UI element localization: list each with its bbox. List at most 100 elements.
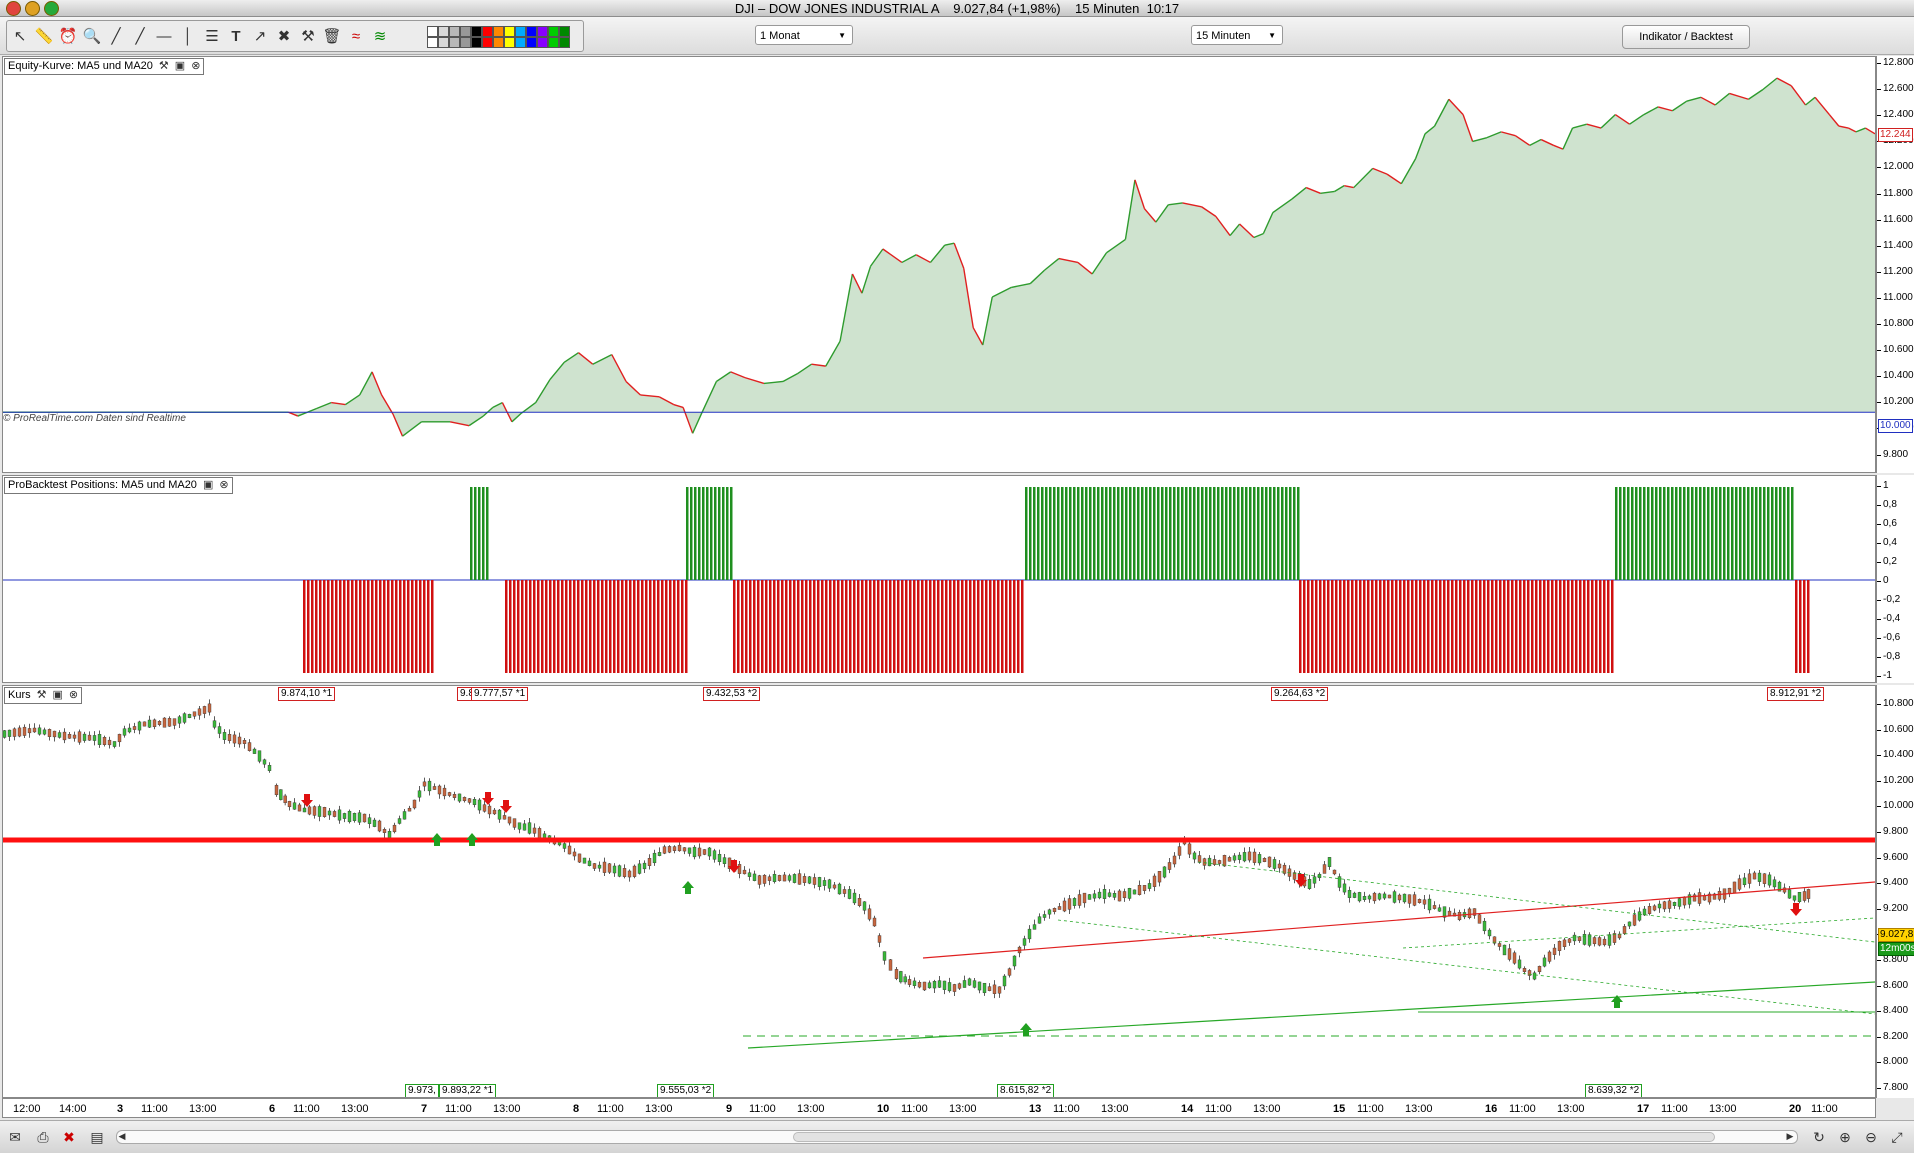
color-swatch[interactable] bbox=[427, 26, 438, 37]
color-swatch[interactable] bbox=[548, 37, 559, 48]
equity-segment bbox=[1239, 223, 1255, 238]
candle-body bbox=[172, 718, 177, 726]
color-swatch[interactable] bbox=[515, 37, 526, 48]
close-icon[interactable]: ⊗ bbox=[219, 479, 229, 491]
cross-icon[interactable]: ✖ bbox=[277, 28, 291, 45]
line2-icon[interactable]: ╱ bbox=[135, 28, 145, 45]
color-swatch[interactable] bbox=[559, 37, 570, 48]
equity-segment bbox=[851, 273, 863, 294]
color-swatch[interactable] bbox=[460, 26, 471, 37]
color-swatch[interactable] bbox=[482, 26, 493, 37]
candle-body bbox=[562, 843, 567, 849]
close-icon[interactable]: ⊗ bbox=[68, 689, 79, 701]
long-bar bbox=[1077, 487, 1080, 580]
screen-icon[interactable]: ▤ bbox=[90, 1129, 104, 1145]
close-window-icon[interactable] bbox=[6, 1, 21, 16]
indicator2-icon[interactable]: ≋ bbox=[373, 28, 387, 45]
short-bar bbox=[745, 580, 748, 673]
zoom-icon[interactable]: 🔍 bbox=[82, 28, 102, 45]
long-bar bbox=[1041, 487, 1044, 580]
wrench-icon[interactable]: ⚒ bbox=[158, 60, 169, 72]
color-swatch[interactable] bbox=[504, 37, 515, 48]
candle-body bbox=[402, 811, 407, 820]
time-axis-label: 15 bbox=[1333, 1103, 1346, 1115]
color-swatch[interactable] bbox=[427, 37, 438, 48]
window-icon[interactable]: ▣ bbox=[174, 60, 186, 72]
long-bar bbox=[1069, 487, 1072, 580]
color-swatch[interactable] bbox=[537, 37, 548, 48]
color-swatch[interactable] bbox=[438, 37, 449, 48]
candle-body bbox=[362, 813, 367, 823]
exit-price-tag: 8.912,91 *2 bbox=[1767, 687, 1825, 701]
period-select[interactable]: 1 Monat ▼ bbox=[755, 25, 853, 45]
indicator-icon[interactable]: ≈ bbox=[351, 27, 361, 45]
color-swatch[interactable] bbox=[537, 26, 548, 37]
wrench-icon[interactable]: ⚒ bbox=[36, 689, 47, 701]
arrow-icon[interactable]: ↗ bbox=[253, 28, 267, 45]
delete-icon[interactable]: ✖ bbox=[63, 1129, 75, 1145]
color-swatch[interactable] bbox=[504, 26, 515, 37]
color-swatch[interactable] bbox=[449, 26, 460, 37]
color-swatch[interactable] bbox=[438, 26, 449, 37]
color-swatch[interactable] bbox=[548, 26, 559, 37]
horizontal-scrollbar[interactable]: ◀ ▶ bbox=[116, 1130, 1798, 1144]
equity-segment bbox=[839, 273, 854, 342]
color-swatch[interactable] bbox=[493, 26, 504, 37]
minimize-window-icon[interactable] bbox=[25, 1, 40, 16]
candle-body bbox=[847, 889, 852, 899]
fib-icon[interactable]: ☰ bbox=[205, 28, 219, 45]
ruler-icon[interactable]: 📏 bbox=[34, 28, 54, 45]
candle-body bbox=[477, 799, 482, 811]
short-bar bbox=[1367, 580, 1370, 673]
short-bar bbox=[427, 580, 430, 673]
zoom-in-icon[interactable]: ⊕ bbox=[1839, 1129, 1851, 1145]
candle-body bbox=[367, 817, 372, 824]
color-swatch[interactable] bbox=[471, 37, 482, 48]
color-swatch[interactable] bbox=[471, 26, 482, 37]
color-swatch[interactable] bbox=[526, 26, 537, 37]
scroll-right-icon[interactable]: ▶ bbox=[1786, 1131, 1794, 1141]
alarm-icon[interactable]: ⏰ bbox=[58, 28, 78, 45]
axis-tick-label: 10.600 bbox=[1883, 344, 1914, 356]
short-bar bbox=[597, 580, 600, 673]
line-icon[interactable]: ╱ bbox=[111, 28, 121, 45]
color-swatch[interactable] bbox=[482, 37, 493, 48]
print-icon[interactable]: ⎙ bbox=[37, 1129, 49, 1145]
long-bar bbox=[1193, 487, 1196, 580]
long-bar bbox=[718, 487, 721, 580]
scrollbar-thumb[interactable] bbox=[793, 1132, 1715, 1142]
fit-icon[interactable]: ⤢ bbox=[1891, 1129, 1903, 1145]
equity-segment bbox=[1500, 131, 1516, 137]
color-swatch[interactable] bbox=[460, 37, 471, 48]
color-swatch[interactable] bbox=[526, 37, 537, 48]
wrench-icon[interactable]: ⚒ bbox=[301, 28, 315, 45]
close-icon[interactable]: ⊗ bbox=[191, 60, 201, 72]
mail-icon[interactable]: ✉ bbox=[9, 1129, 21, 1145]
color-swatch[interactable] bbox=[493, 37, 504, 48]
short-bar bbox=[355, 580, 358, 673]
candle-body bbox=[742, 869, 747, 875]
refresh-icon[interactable]: ↻ bbox=[1813, 1129, 1825, 1145]
trash-icon[interactable]: 🗑 bbox=[322, 28, 342, 45]
candle-body bbox=[947, 982, 952, 992]
pointer-icon[interactable]: ↖ bbox=[13, 28, 27, 45]
color-swatch[interactable] bbox=[559, 26, 570, 37]
zoom-window-icon[interactable] bbox=[44, 1, 59, 16]
color-swatch[interactable] bbox=[515, 26, 526, 37]
vline-icon[interactable]: │ bbox=[183, 27, 193, 45]
color-swatch[interactable] bbox=[449, 37, 460, 48]
candle-body bbox=[888, 959, 893, 971]
window-icon[interactable]: ▣ bbox=[202, 479, 214, 491]
zoom-out-icon[interactable]: ⊖ bbox=[1865, 1129, 1877, 1145]
long-bar bbox=[1113, 487, 1116, 580]
indicator-backtest-button[interactable]: Indikator / Backtest bbox=[1622, 25, 1750, 49]
candle-body bbox=[1192, 852, 1197, 860]
text-icon[interactable]: T bbox=[231, 27, 241, 45]
equity-segment bbox=[1814, 96, 1830, 116]
axis-tick-label: 9.400 bbox=[1883, 877, 1909, 889]
interval-select[interactable]: 15 Minuten ▼ bbox=[1191, 25, 1283, 45]
window-icon[interactable]: ▣ bbox=[52, 689, 63, 701]
candle-body bbox=[502, 815, 507, 820]
hline-icon[interactable]: — bbox=[156, 27, 172, 45]
scroll-left-icon[interactable]: ◀ bbox=[118, 1131, 126, 1141]
